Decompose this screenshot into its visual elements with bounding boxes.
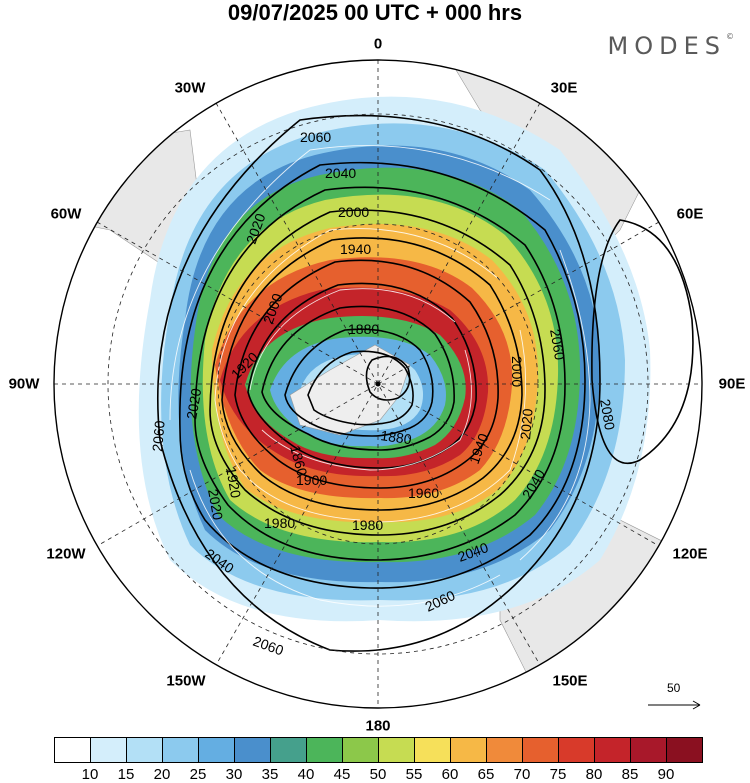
contour-label: 2020 — [517, 408, 536, 441]
south-pole-dot — [375, 381, 381, 387]
streamline — [519, 249, 591, 561]
colorbar-tick-label: 80 — [585, 766, 603, 783]
contour-2080 — [591, 219, 694, 465]
contour-1900 — [284, 328, 434, 437]
lon-label-30w: 30W — [174, 79, 206, 97]
contour-label: 2020 — [183, 387, 204, 421]
colorbar-swatch — [198, 737, 235, 763]
streamline — [379, 329, 527, 523]
contour-label: 2080 — [597, 398, 618, 432]
colorbar-swatch — [90, 737, 127, 763]
contour-label: 1880 — [348, 321, 379, 337]
map-field — [54, 60, 702, 708]
contour-label: 1880 — [380, 427, 413, 447]
contour-label: 1900 — [296, 472, 327, 488]
wind-streamlines — [169, 145, 591, 607]
logo-text: MODES — [607, 32, 726, 60]
contour-label: 1940 — [340, 241, 371, 257]
contour-1920 — [261, 305, 455, 451]
lon-label-150w: 150W — [166, 672, 206, 690]
lon-label-60w: 60W — [50, 205, 82, 223]
land-antarctica — [289, 344, 411, 436]
colorbar-swatch — [630, 737, 667, 763]
wind-reference-vector — [648, 700, 701, 710]
colorbar-tick-label: 65 — [477, 766, 495, 783]
colorbar-tick-label: 10 — [81, 766, 99, 783]
contour-label: 1960 — [408, 485, 439, 501]
colorbar-swatch — [594, 737, 631, 763]
colorbar-tick-label: 20 — [153, 766, 171, 783]
streamline — [261, 349, 472, 471]
colorbar-tick-label: 75 — [549, 766, 567, 783]
modes-logo: MODES© — [608, 32, 734, 60]
logo-mark: © — [726, 32, 734, 41]
land-madagascar — [639, 139, 669, 191]
wind-reference-label: 50 — [667, 681, 681, 695]
streamline — [249, 288, 456, 391]
lon-label-150e: 150E — [552, 672, 588, 690]
colorbar-swatch — [378, 737, 415, 763]
colorbar-tick-label: 70 — [513, 766, 531, 783]
contour-label: 2060 — [300, 129, 331, 145]
contour-1960 — [234, 259, 499, 489]
map-boundary — [53, 59, 703, 709]
lon-label-0: 0 — [373, 35, 383, 53]
contour-1940 — [247, 282, 477, 469]
contour-label: 1980 — [264, 515, 295, 531]
streamline — [214, 399, 361, 521]
colorbar-swatch — [270, 737, 307, 763]
streamline — [169, 145, 551, 421]
contour-label: 2000 — [509, 356, 525, 387]
colorbar-swatch — [558, 737, 595, 763]
contour-2000 — [209, 209, 546, 536]
lon-label-120e: 120E — [672, 545, 708, 563]
colorbar-swatch — [342, 737, 379, 763]
contour-label: 2040 — [325, 165, 356, 181]
contour-1860 — [365, 355, 411, 401]
colorbar-swatch — [126, 737, 163, 763]
colorbar-tick-label: 60 — [441, 766, 459, 783]
colorbar-tick-label: 35 — [261, 766, 279, 783]
colorbar-tick-label: 45 — [333, 766, 351, 783]
colorbar-tick-label: 30 — [225, 766, 243, 783]
colorbar-swatch — [450, 737, 487, 763]
colorbar-tick-label: 40 — [297, 766, 315, 783]
lon-label-180: 180 — [365, 717, 391, 735]
contour-label: 2000 — [338, 204, 369, 220]
colorbar-swatch — [306, 737, 343, 763]
lon-label-90w: 90W — [8, 375, 40, 393]
contour-1980 — [221, 237, 523, 511]
colorbar-swatch — [234, 737, 271, 763]
contour-label: 1920 — [223, 466, 244, 500]
contour-2040 — [179, 161, 586, 589]
contour-label: 1860 — [287, 444, 311, 478]
colorbar-tick-label: 50 — [369, 766, 387, 783]
streamline — [189, 469, 501, 607]
lon-label-30e: 30E — [550, 79, 578, 97]
colorbar-tick-label: 85 — [621, 766, 639, 783]
lon-label-120w: 120W — [46, 545, 86, 563]
lon-label-60e: 60E — [676, 205, 704, 223]
streamline — [214, 228, 501, 401]
colorbar-tick-label: 55 — [405, 766, 423, 783]
colorbar-swatch — [486, 737, 523, 763]
colorbar-tick-label: 25 — [189, 766, 207, 783]
map-title: 09/07/2025 00 UTC + 000 hrs — [227, 0, 523, 25]
contour-label: 2060 — [547, 328, 568, 362]
contour-label: 1980 — [352, 517, 383, 533]
colorbar-swatch — [162, 737, 199, 763]
colorbar-tick-label: 90 — [657, 766, 675, 783]
colorbar-swatch — [54, 737, 91, 763]
reference-arrow-head — [692, 700, 701, 710]
contour-label: 2060 — [149, 420, 168, 453]
contour-label: 2020 — [205, 488, 226, 522]
colorbar-swatch — [666, 737, 703, 763]
lon-label-90e: 90E — [718, 375, 746, 393]
contour-2020 — [194, 186, 566, 561]
colorbar-tick-label: 15 — [117, 766, 135, 783]
colorbar-swatch — [522, 737, 559, 763]
colorbar-swatch — [414, 737, 451, 763]
